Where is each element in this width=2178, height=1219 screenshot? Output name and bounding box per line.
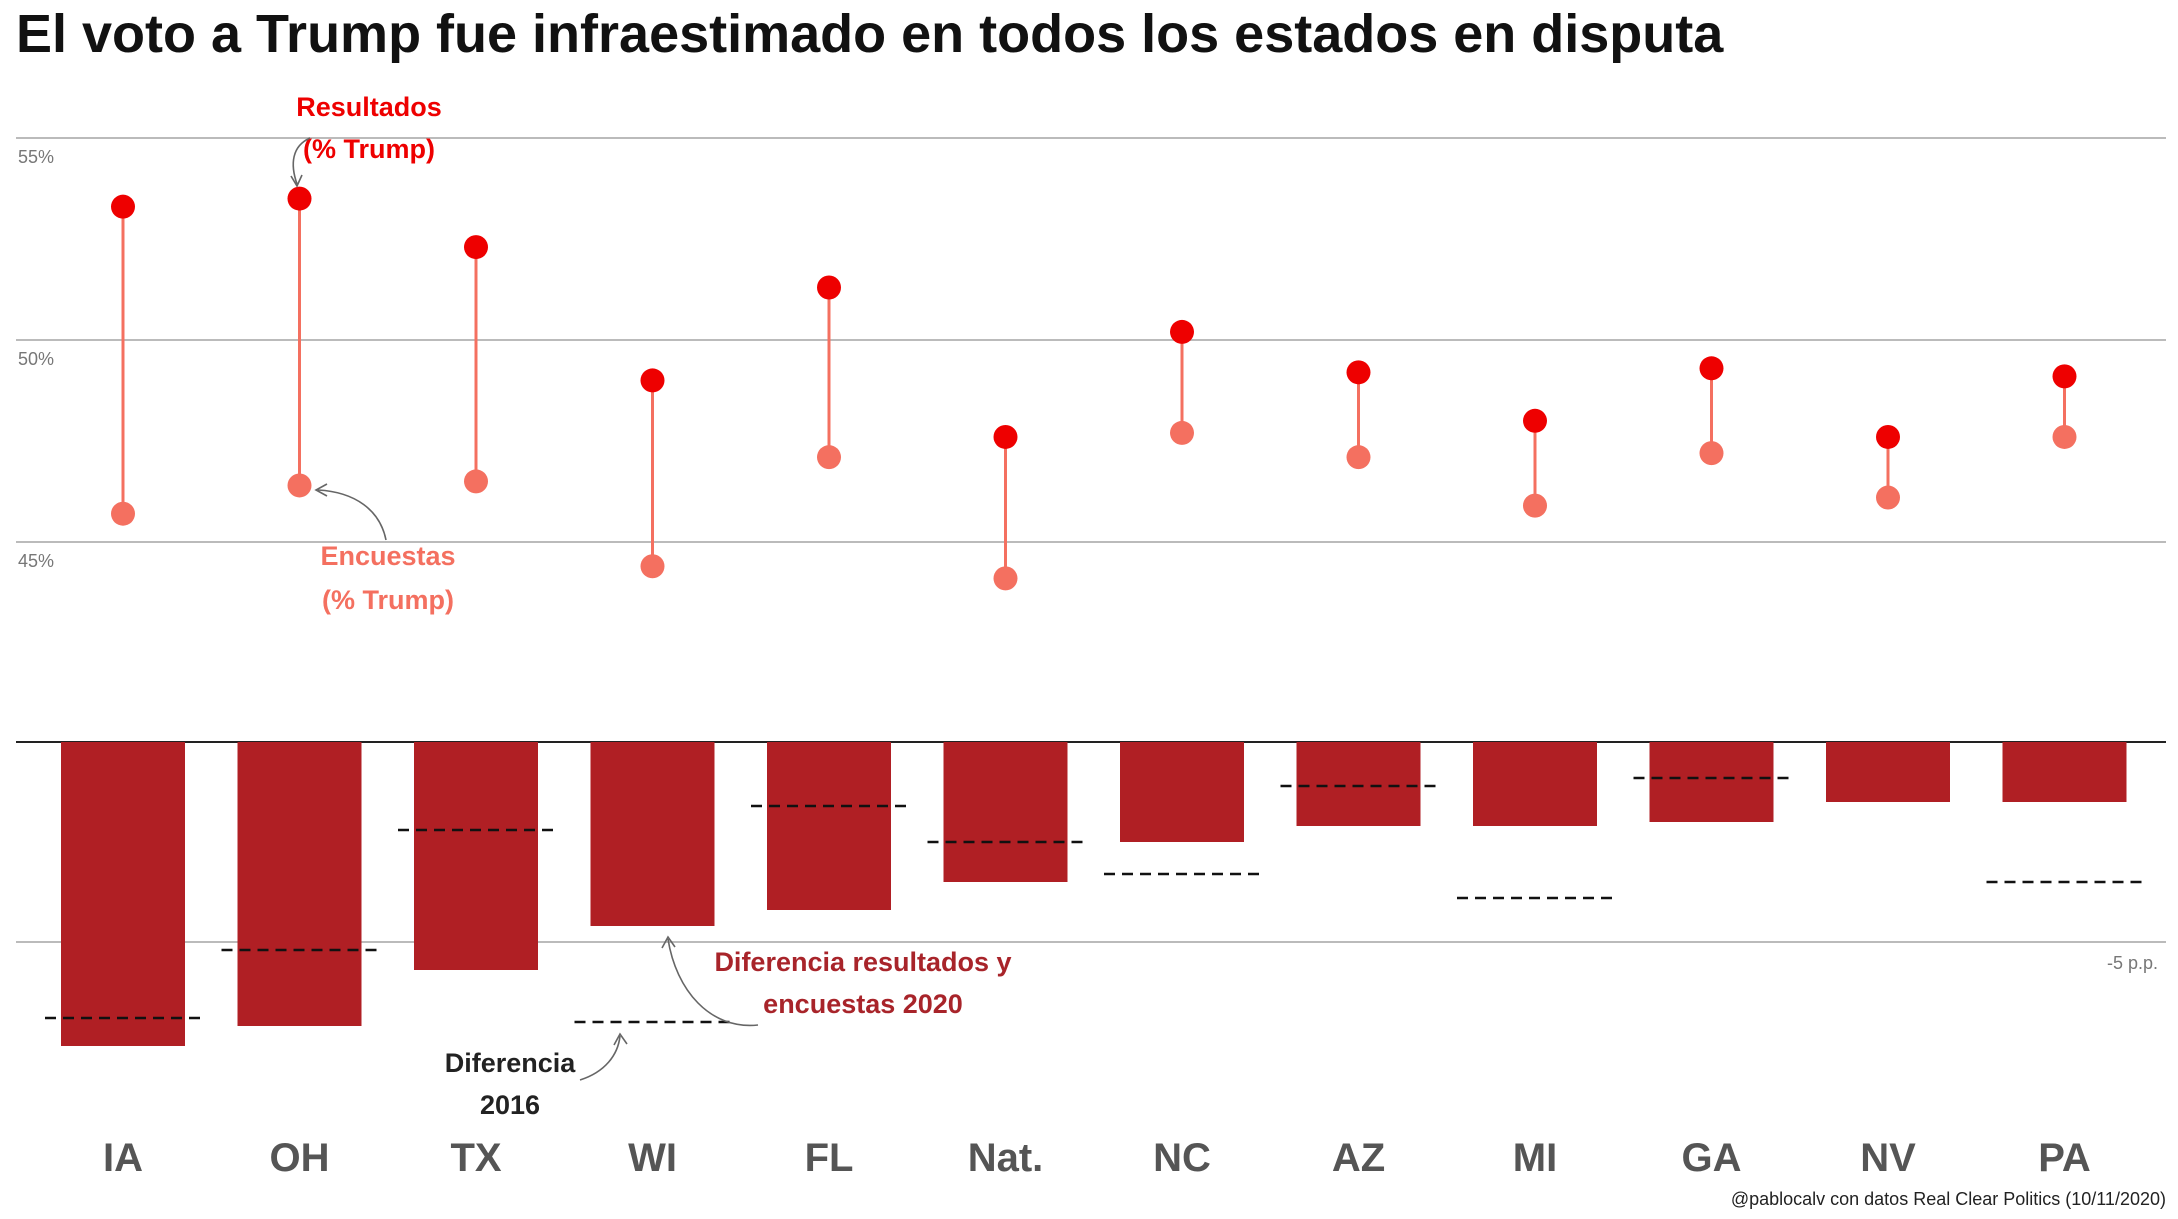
annotation-diferencia-2016-line1: Diferencia bbox=[445, 1048, 577, 1078]
poll-point-nc bbox=[1170, 420, 1194, 445]
result-point-ga bbox=[1699, 356, 1724, 381]
annotation-diferencia-2016: Diferencia 2016 bbox=[445, 1032, 628, 1120]
category-label-nc: NC bbox=[1153, 1136, 1211, 1180]
poll-point-mi bbox=[1523, 493, 1547, 518]
bar-diff-2020-nc bbox=[1120, 742, 1244, 842]
annotation-diferencia-2020-line2: encuestas 2020 bbox=[763, 989, 963, 1019]
poll-point-ia bbox=[111, 501, 135, 526]
source-credit: @pablocalv con datos Real Clear Politics… bbox=[1731, 1189, 2166, 1209]
bar-gridlines: -5 p.p. bbox=[16, 741, 2166, 973]
dumbbell-series bbox=[111, 186, 2077, 591]
result-point-pa bbox=[2052, 364, 2077, 389]
result-point-ia bbox=[111, 194, 135, 219]
annotation-resultados-line2: (% Trump) bbox=[303, 134, 435, 164]
category-label-ga: GA bbox=[1682, 1136, 1742, 1180]
category-label-oh: OH bbox=[270, 1136, 330, 1180]
chart-title: El voto a Trump fue infraestimado en tod… bbox=[16, 4, 1724, 64]
category-label-fl: FL bbox=[805, 1136, 854, 1180]
poll-point-fl bbox=[817, 445, 841, 470]
poll-point-nv bbox=[1876, 485, 1900, 510]
result-point-nc bbox=[1170, 319, 1194, 344]
poll-point-ga bbox=[1699, 441, 1724, 466]
annotation-encuestas: Encuestas (% Trump) bbox=[314, 483, 456, 615]
bar-series bbox=[61, 742, 2127, 1046]
bar-diff-2020-wi bbox=[590, 742, 715, 926]
poll-point-pa bbox=[2052, 424, 2077, 449]
y-tick-label-top: 55% bbox=[18, 147, 54, 167]
annotation-diferencia-2020: Diferencia resultados y encuestas 2020 bbox=[661, 935, 1012, 1027]
bar-diff-2020-nv bbox=[1826, 742, 1950, 802]
poll-point-az bbox=[1346, 445, 1371, 470]
result-point-tx bbox=[464, 235, 488, 260]
bar-diff-2020-nat bbox=[943, 742, 1068, 882]
annotation-diferencia-2020-arrowhead bbox=[661, 935, 676, 949]
y-tick-label-top: 45% bbox=[18, 551, 54, 571]
bar-diff-2020-az bbox=[1296, 742, 1421, 826]
result-point-mi bbox=[1523, 408, 1547, 433]
category-label-tx: TX bbox=[450, 1136, 501, 1180]
bar-diff-2020-mi bbox=[1473, 742, 1597, 826]
category-label-az: AZ bbox=[1332, 1136, 1385, 1180]
dumbbell-gridlines: 45% 50% 55% bbox=[16, 137, 2166, 571]
reference-2016-series bbox=[45, 776, 2143, 1024]
category-label-wi: WI bbox=[628, 1136, 677, 1180]
poll-point-wi bbox=[640, 554, 665, 579]
bar-diff-2020-fl bbox=[767, 742, 891, 910]
result-point-oh bbox=[287, 186, 312, 211]
category-label-pa: PA bbox=[2038, 1136, 2091, 1180]
result-point-nv bbox=[1876, 424, 1900, 449]
annotation-resultados-arrowhead bbox=[290, 174, 303, 188]
poll-point-tx bbox=[464, 469, 488, 494]
annotation-diferencia-2016-line2: 2016 bbox=[480, 1090, 540, 1120]
annotation-encuestas-line1: Encuestas bbox=[320, 541, 455, 571]
annotation-encuestas-arrow bbox=[317, 489, 387, 541]
annotation-diferencia-2020-arrow bbox=[667, 938, 759, 1027]
y-tick-label-top: 50% bbox=[18, 349, 54, 369]
result-point-az bbox=[1346, 360, 1371, 385]
annotation-encuestas-arrowhead bbox=[314, 483, 328, 497]
category-label-nv: NV bbox=[1860, 1136, 1916, 1180]
y-tick-label-bottom: -5 p.p. bbox=[2107, 953, 2158, 973]
category-labels: IA OH TX WI FL Nat. NC AZ MI GA NV PA bbox=[103, 1136, 2091, 1180]
result-point-nat bbox=[993, 424, 1018, 449]
annotation-encuestas-line2: (% Trump) bbox=[322, 585, 454, 615]
annotation-resultados: Resultados (% Trump) bbox=[290, 92, 442, 188]
bar-diff-2020-pa bbox=[2002, 742, 2127, 802]
annotation-diferencia-2020-line1: Diferencia resultados y bbox=[714, 947, 1011, 977]
bar-diff-2020-ga bbox=[1649, 742, 1774, 822]
category-label-mi: MI bbox=[1513, 1136, 1557, 1180]
annotation-diferencia-2016-arrowhead bbox=[613, 1032, 628, 1046]
annotation-diferencia-2016-arrow bbox=[579, 1035, 621, 1081]
category-label-ia: IA bbox=[103, 1136, 143, 1180]
annotation-resultados-line1: Resultados bbox=[296, 92, 442, 122]
bar-diff-2020-oh bbox=[237, 742, 362, 1026]
result-point-wi bbox=[640, 368, 665, 393]
result-point-fl bbox=[817, 275, 841, 300]
poll-point-oh bbox=[287, 473, 312, 498]
poll-point-nat bbox=[993, 566, 1018, 591]
annotation-resultados-arrow bbox=[292, 137, 311, 185]
bar-diff-2020-ia bbox=[61, 742, 185, 1046]
bar-diff-2020-tx bbox=[414, 742, 538, 970]
category-label-nat: Nat. bbox=[968, 1136, 1044, 1180]
